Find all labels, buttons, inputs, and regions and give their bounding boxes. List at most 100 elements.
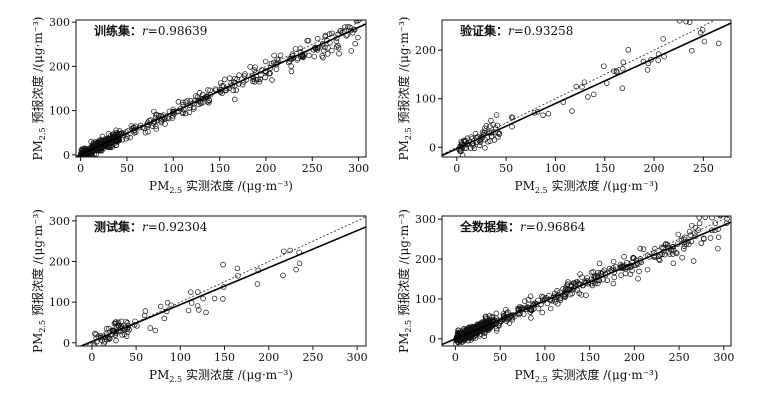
scatter-point [211, 295, 218, 302]
scatter-point [353, 20, 360, 24]
scatter-point [715, 234, 722, 240]
scatter-point [545, 110, 552, 117]
scatter-point [293, 266, 299, 273]
scatter-point [194, 94, 201, 100]
scatter-point [679, 254, 685, 261]
scatter-point [656, 256, 662, 263]
scatter-point [527, 309, 534, 315]
scatter-point [569, 290, 575, 297]
scatter-point [525, 297, 532, 303]
scatter-point [493, 112, 500, 118]
scatter-point [585, 94, 591, 100]
scatter-point [709, 227, 715, 234]
scatter-point [460, 143, 466, 149]
scatter-point [673, 249, 679, 256]
scatter-point [196, 90, 203, 96]
x-tick-label: 250 [693, 162, 714, 175]
plot-frame [75, 19, 367, 158]
scatter-point [557, 295, 563, 302]
scatter-point [590, 269, 596, 275]
scatter-point [674, 250, 680, 257]
scatter-point [555, 301, 561, 307]
scatter-point [287, 56, 293, 62]
r-value: =0.96864 [526, 220, 586, 234]
fit-line [79, 226, 366, 346]
scatter-point [490, 122, 496, 128]
scatter-point [337, 28, 343, 34]
scatter-point [689, 47, 695, 54]
scatter-point [194, 303, 201, 309]
x-tick-label: 0 [453, 162, 460, 175]
scatter-point [195, 289, 201, 295]
scatter-point [578, 292, 585, 298]
x-tick-label: 250 [302, 162, 323, 175]
scatter-point [472, 130, 479, 137]
scatter-point [464, 326, 470, 333]
scatter-point [535, 297, 541, 304]
scatter-point [280, 272, 286, 279]
scatter-point [235, 273, 241, 279]
scatter-point [662, 242, 669, 248]
scatter-point [575, 280, 582, 287]
scatter-point [610, 280, 617, 287]
scatter-point [212, 86, 219, 92]
scatter-point [528, 315, 534, 321]
scatter-point [154, 112, 160, 118]
scatter-point [262, 74, 268, 81]
scatter-point [569, 108, 575, 114]
scatter-point [292, 46, 299, 52]
scatter-point [254, 281, 261, 287]
scatter-point [670, 260, 677, 267]
scatter-point [695, 227, 702, 233]
scatter-point [707, 235, 714, 241]
scatter-point [281, 248, 287, 255]
panel-title: 全数据集：r=0.96864 [459, 219, 586, 234]
scatter-point [256, 78, 263, 85]
scatter-point [170, 109, 176, 115]
scatter-point [166, 115, 172, 122]
x-tick-label: 200 [255, 162, 276, 175]
scatter-point [187, 289, 194, 295]
scatter-point [715, 40, 722, 47]
scatter-point [92, 138, 99, 145]
scatter-point [97, 143, 103, 149]
scatter-point [699, 27, 706, 33]
r-symbol: r [142, 220, 149, 234]
x-tick-label: 0 [88, 351, 95, 364]
scatter-point [190, 106, 197, 112]
x-tick-label: 0 [452, 351, 459, 364]
scatter-point [496, 131, 503, 137]
scatter-point [487, 123, 493, 129]
scatter-point [106, 336, 113, 342]
scatter-point [463, 335, 469, 342]
scatter-point [539, 309, 546, 316]
x-tick-label: 300 [347, 351, 368, 364]
scatter-point [585, 279, 592, 286]
scatter-point [355, 20, 360, 22]
y-tick-label: 100 [415, 293, 436, 306]
scatter-point [678, 236, 685, 242]
scatter-point [621, 254, 627, 260]
scatter-point [488, 129, 495, 136]
y-tick-label: 100 [49, 105, 70, 118]
scatter-point [696, 216, 703, 221]
scatter-point [314, 35, 321, 42]
scatter-point [185, 307, 192, 314]
scatter-point [620, 65, 626, 72]
scatter-point [601, 63, 607, 69]
scatter-point [565, 281, 571, 287]
scatter-point [288, 68, 295, 75]
scatter-point [697, 29, 704, 36]
scatter-point [344, 23, 351, 30]
scatter-point [487, 321, 494, 327]
scatter-point [655, 57, 661, 64]
scatter-point [222, 76, 228, 83]
scatter-point [258, 72, 264, 79]
scatter-point [611, 274, 617, 281]
scatter-point [273, 66, 280, 73]
scatter-point [90, 343, 97, 346]
scatter-point [191, 104, 197, 111]
scatter-point [347, 24, 353, 31]
scatter-point [219, 90, 225, 96]
scatter-point [239, 81, 246, 88]
